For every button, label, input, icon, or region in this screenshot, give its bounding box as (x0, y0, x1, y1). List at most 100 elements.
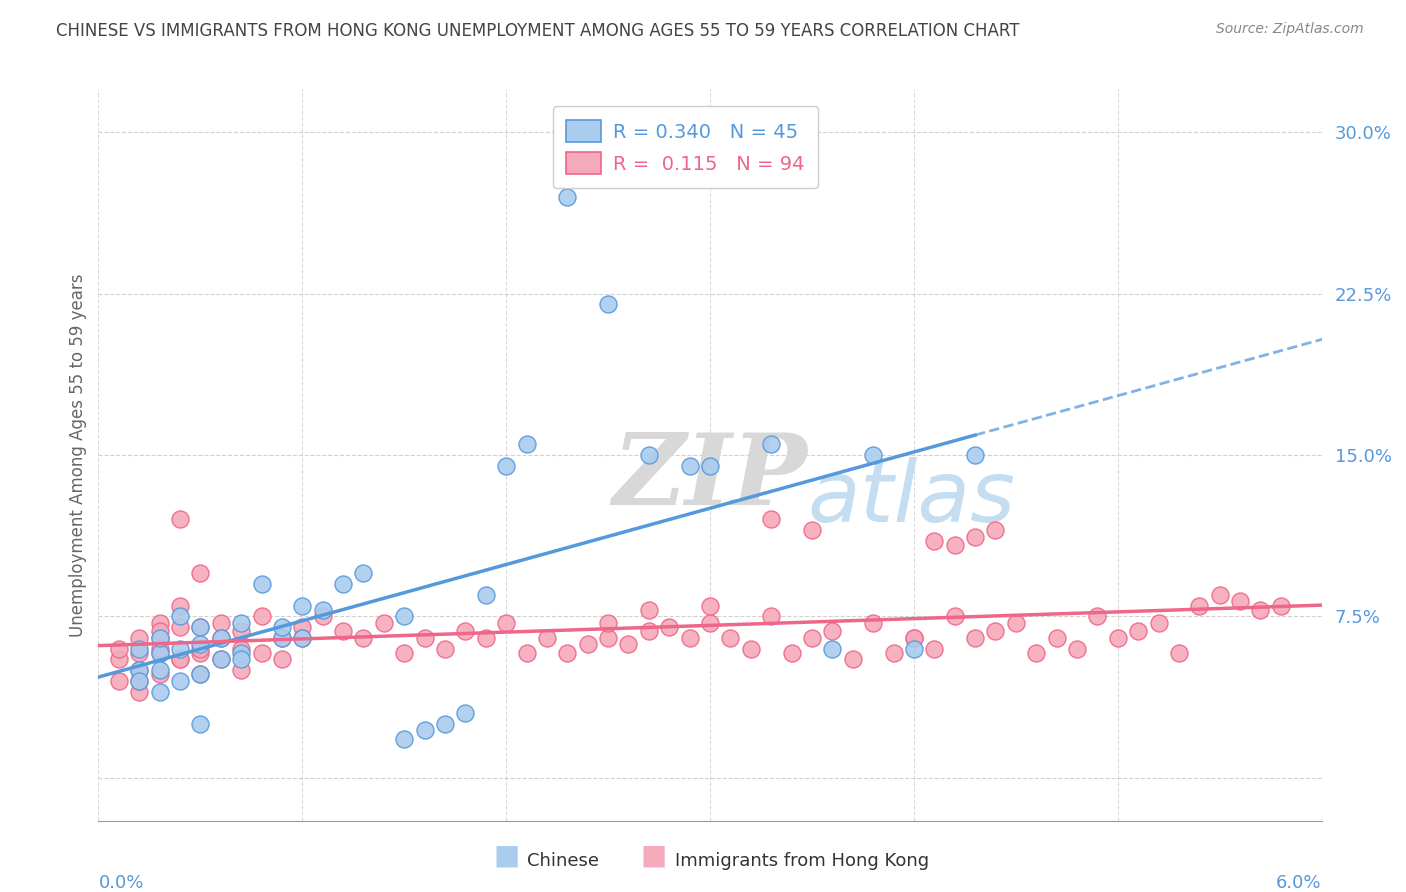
Point (1249, 603, 1271, 617)
Point (250, 577, 273, 591)
Point (149, 663, 172, 677)
Point (821, 624, 844, 639)
Point (169, 641, 191, 656)
Point (576, 637, 599, 651)
Point (1229, 594, 1251, 608)
Point (188, 641, 212, 656)
Point (922, 641, 945, 656)
Point (392, 609, 416, 624)
Point (841, 652, 863, 666)
Point (598, 615, 620, 630)
Text: Chinese: Chinese (527, 852, 599, 870)
Point (169, 652, 191, 666)
Point (862, 615, 884, 630)
Point (149, 684, 172, 698)
Point (231, 652, 253, 666)
Point (943, 538, 966, 552)
Point (270, 652, 292, 666)
Point (1004, 615, 1026, 630)
Point (128, 663, 150, 677)
Point (740, 641, 762, 656)
Point (311, 603, 335, 617)
Point (454, 706, 477, 720)
Point (433, 716, 456, 731)
Point (231, 624, 253, 639)
Point (188, 620, 212, 634)
Point (149, 646, 172, 660)
Point (188, 716, 212, 731)
Point (108, 673, 131, 688)
Point (598, 631, 620, 645)
Point (1188, 599, 1211, 613)
Point (209, 652, 232, 666)
Point (291, 631, 314, 645)
Point (332, 624, 354, 639)
Text: 0.0%: 0.0% (98, 874, 143, 892)
Point (169, 652, 191, 666)
Text: ■: ■ (494, 842, 519, 870)
Point (169, 609, 191, 624)
Point (474, 631, 498, 645)
Point (963, 631, 986, 645)
Point (128, 631, 150, 645)
Point (801, 631, 824, 645)
Point (128, 673, 150, 688)
Point (679, 458, 702, 473)
Text: Immigrants from Hong Kong: Immigrants from Hong Kong (675, 852, 929, 870)
Point (433, 641, 456, 656)
Point (188, 667, 212, 681)
Point (413, 723, 436, 738)
Point (679, 631, 702, 645)
Point (637, 448, 661, 462)
Point (963, 530, 986, 544)
Point (699, 458, 721, 473)
Point (761, 512, 783, 526)
Point (291, 620, 314, 634)
Text: ZIP: ZIP (612, 429, 807, 525)
Point (392, 731, 416, 746)
Point (209, 615, 232, 630)
Point (637, 624, 661, 639)
Point (149, 631, 172, 645)
Text: CHINESE VS IMMIGRANTS FROM HONG KONG UNEMPLOYMENT AMONG AGES 55 TO 59 YEARS CORR: CHINESE VS IMMIGRANTS FROM HONG KONG UNE… (56, 22, 1019, 40)
Point (169, 620, 191, 634)
Point (128, 663, 150, 677)
Point (413, 631, 436, 645)
Point (128, 684, 150, 698)
Point (984, 523, 1007, 537)
Point (555, 190, 579, 204)
Point (699, 599, 721, 613)
Point (149, 641, 172, 656)
Point (617, 637, 640, 651)
Point (454, 624, 477, 639)
Point (821, 641, 844, 656)
Point (231, 641, 253, 656)
Text: ■: ■ (641, 842, 666, 870)
Point (209, 652, 232, 666)
Point (658, 620, 681, 634)
Point (108, 652, 131, 666)
Point (231, 615, 253, 630)
Point (718, 631, 742, 645)
Point (536, 631, 558, 645)
Point (903, 641, 925, 656)
Point (474, 588, 498, 602)
Point (352, 631, 374, 645)
Legend: R = 0.340   N = 45, R =  0.115   N = 94: R = 0.340 N = 45, R = 0.115 N = 94 (553, 106, 818, 188)
Point (270, 631, 292, 645)
Point (1066, 641, 1088, 656)
Point (943, 609, 966, 624)
Point (637, 603, 661, 617)
Point (963, 448, 986, 462)
Point (699, 615, 721, 630)
Point (761, 437, 783, 451)
Point (231, 663, 253, 677)
Point (1128, 624, 1150, 639)
Text: Source: ZipAtlas.com: Source: ZipAtlas.com (1216, 22, 1364, 37)
Point (922, 533, 945, 548)
Point (149, 667, 172, 681)
Point (598, 297, 620, 311)
Point (209, 631, 232, 645)
Point (495, 615, 517, 630)
Point (332, 577, 354, 591)
